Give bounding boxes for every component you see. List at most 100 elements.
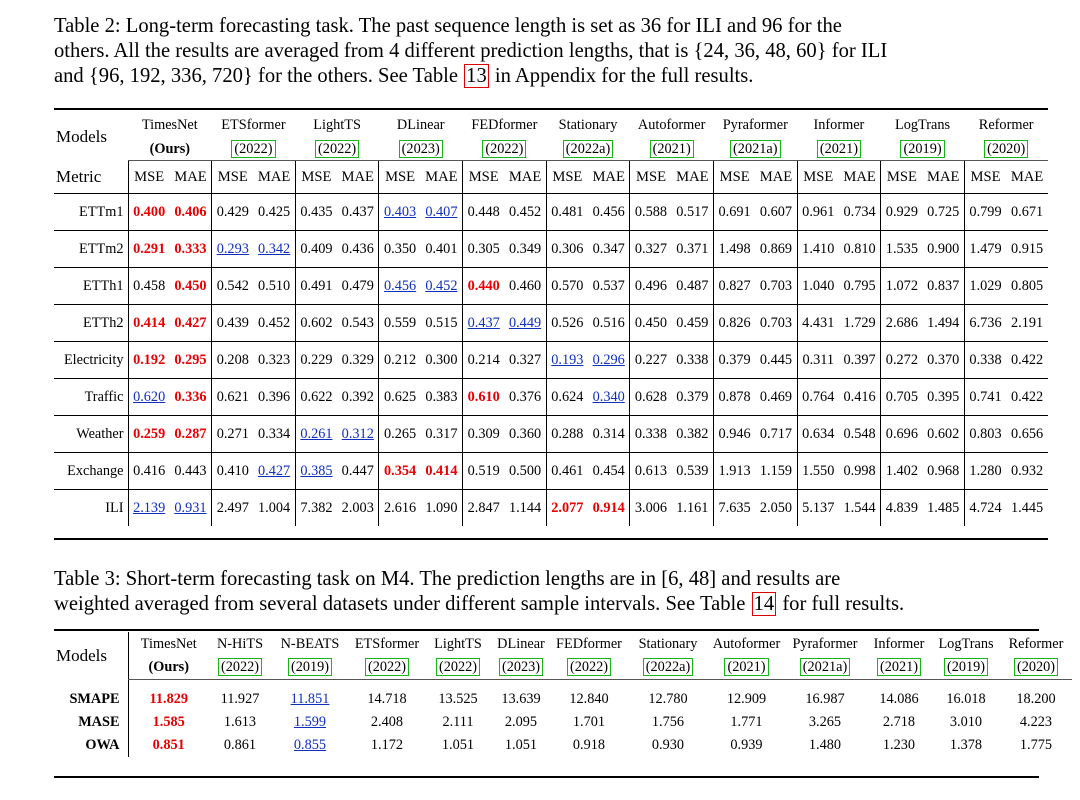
second-best-value: 0.931 bbox=[174, 499, 207, 516]
value-cell: 1.756 bbox=[627, 711, 709, 734]
value-cell: 0.334 bbox=[253, 415, 296, 453]
metric-name: MSE bbox=[629, 160, 672, 194]
citation-link[interactable]: (2021a) bbox=[730, 139, 781, 158]
metric-name: MSE bbox=[462, 160, 505, 194]
citation-link[interactable]: (2021) bbox=[649, 139, 694, 158]
citation-link[interactable]: (2022) bbox=[231, 139, 276, 158]
citation-link[interactable]: (2019) bbox=[900, 139, 945, 158]
table3-header-models: Models TimesNet N-HiTS N-BEATS ETSformer Ligh… bbox=[54, 632, 1072, 665]
value-cell: 0.624 bbox=[545, 378, 589, 416]
value: 0.272 bbox=[885, 351, 918, 368]
citation-link[interactable]: (2023) bbox=[398, 139, 443, 158]
value-cell: 0.333 bbox=[169, 230, 212, 268]
value-cell: 0.634 bbox=[796, 415, 839, 453]
value: 1.144 bbox=[508, 499, 542, 516]
value: 18.200 bbox=[1016, 691, 1056, 707]
citation-link[interactable]: (2022) bbox=[482, 139, 527, 158]
value-cell: 2.139 bbox=[127, 489, 170, 526]
value: 1.480 bbox=[808, 737, 842, 753]
value-cell: 0.795 bbox=[838, 267, 881, 305]
citation-link[interactable]: (2022) bbox=[315, 139, 360, 158]
value: 0.349 bbox=[508, 240, 542, 257]
value: 1.072 bbox=[885, 277, 918, 294]
citation-link[interactable]: (2021) bbox=[816, 139, 861, 158]
table-13-link[interactable]: 13 bbox=[464, 64, 489, 88]
citation-link[interactable]: (2019) bbox=[943, 658, 989, 676]
value-cell: 1.701 bbox=[551, 711, 627, 734]
citation-link[interactable]: (2020) bbox=[984, 139, 1029, 158]
citation-link[interactable]: (2022) bbox=[364, 658, 410, 676]
value-cell: 0.416 bbox=[127, 452, 170, 490]
metric-name: MSE bbox=[880, 160, 923, 194]
value: 4.431 bbox=[802, 314, 835, 331]
citation-link[interactable]: (2023) bbox=[498, 658, 544, 676]
model-name-logtrans: LogTrans bbox=[895, 117, 951, 133]
table-14-link[interactable]: 14 bbox=[751, 592, 777, 616]
value: 0.379 bbox=[718, 351, 751, 368]
value: 0.208 bbox=[216, 351, 249, 368]
value-cell: 0.208 bbox=[211, 341, 254, 379]
value: 0.526 bbox=[551, 314, 584, 331]
value: 0.799 bbox=[969, 203, 1002, 220]
value-cell: 0.734 bbox=[838, 193, 881, 231]
value-cell: 0.338 bbox=[671, 341, 714, 379]
value-cell: 0.607 bbox=[755, 193, 798, 231]
value: 2.111 bbox=[442, 714, 474, 730]
value-cell: 0.602 bbox=[294, 304, 338, 342]
best-value: 0.406 bbox=[174, 203, 207, 220]
model-name-informer: Informer bbox=[813, 117, 865, 133]
dataset-name: Exchange bbox=[54, 452, 128, 490]
citation-link[interactable]: (2022a) bbox=[642, 658, 694, 676]
value: 0.968 bbox=[927, 462, 960, 479]
value: 0.703 bbox=[759, 277, 793, 294]
value: 0.347 bbox=[592, 240, 625, 257]
metric-name: MAE bbox=[174, 168, 207, 185]
table-row: ETTh2 0.414 0.427 0.439 0.452 0.602 0.543 0.559… bbox=[54, 304, 1048, 342]
citation-link[interactable]: (2022) bbox=[566, 658, 612, 676]
value-cell: 0.295 bbox=[169, 341, 212, 379]
value: 2.003 bbox=[341, 499, 374, 516]
value: 0.602 bbox=[300, 314, 333, 331]
value: 0.458 bbox=[133, 277, 166, 294]
value-cell: 0.306 bbox=[545, 230, 589, 268]
value-cell: 0.425 bbox=[253, 193, 296, 231]
model-year-stationary: (2022a) bbox=[546, 138, 630, 161]
value: 0.543 bbox=[341, 314, 374, 331]
value: 0.613 bbox=[634, 462, 668, 479]
value: 0.915 bbox=[1011, 240, 1044, 257]
value: 0.447 bbox=[341, 462, 374, 479]
value-cell: 0.481 bbox=[545, 193, 589, 231]
value-cell: 0.309 bbox=[462, 415, 505, 453]
value-cell: 0.287 bbox=[169, 415, 212, 453]
value-cell: 0.439 bbox=[211, 304, 254, 342]
value: 0.288 bbox=[551, 425, 584, 442]
best-value: 0.192 bbox=[133, 351, 166, 368]
second-best-value: 0.385 bbox=[300, 462, 333, 479]
citation-link[interactable]: (2019) bbox=[287, 658, 333, 676]
citation-link[interactable]: (2020) bbox=[1013, 658, 1059, 676]
citation-link[interactable]: (2022) bbox=[217, 658, 263, 676]
value: 0.625 bbox=[383, 388, 417, 405]
citation-link[interactable]: (2021) bbox=[876, 658, 922, 676]
value: 0.314 bbox=[592, 425, 625, 442]
value-cell: 0.214 bbox=[462, 341, 505, 379]
value-cell: 0.454 bbox=[588, 452, 630, 490]
metric-name: MAE bbox=[257, 168, 291, 185]
spacer-cell bbox=[1000, 680, 1072, 689]
table-row: ETTm2 0.291 0.333 0.293 0.342 0.409 0.436 0.350… bbox=[54, 230, 1048, 268]
citation-link[interactable]: (2021a) bbox=[799, 658, 851, 676]
value-cell: 1.585 bbox=[127, 711, 209, 734]
table-row: ILI 2.139 0.931 2.497 1.004 7.382 2.003 2.616 1.… bbox=[54, 489, 1048, 526]
second-best-value: 0.342 bbox=[258, 240, 291, 257]
value-cell: 0.460 bbox=[504, 267, 547, 305]
citation-link[interactable]: (2022) bbox=[435, 658, 481, 676]
value-cell: 1.402 bbox=[880, 452, 923, 490]
value-cell: 0.519 bbox=[462, 452, 505, 490]
value: 1.729 bbox=[843, 314, 876, 331]
citation-link[interactable]: (2022a) bbox=[562, 139, 614, 158]
table3-caption: Table 3: Short-term forecasting task on … bbox=[54, 567, 1039, 617]
value: 0.370 bbox=[927, 351, 960, 368]
value-cell: 1.378 bbox=[932, 734, 1000, 757]
citation-link[interactable]: (2021) bbox=[724, 658, 769, 676]
dataset-name: ILI bbox=[54, 489, 128, 526]
